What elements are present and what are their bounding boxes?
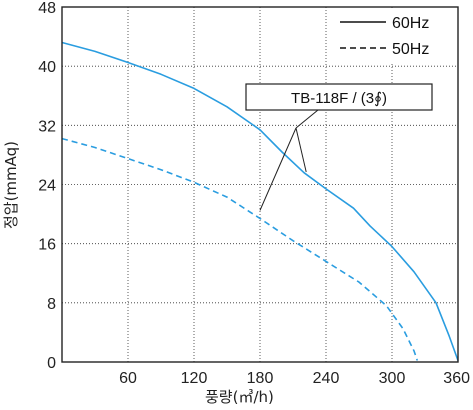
annotation-leader-0: [259, 127, 297, 211]
annotation-leaders: [259, 109, 319, 211]
annotation-label: TB-118F / (3∮): [291, 90, 387, 107]
x-tick-label-360: 360: [443, 370, 470, 387]
y-tick-label-8: 8: [47, 296, 56, 313]
y-tick-label-0: 0: [47, 355, 56, 372]
curves: [61, 41, 459, 361]
x-tick-labels: 60 120 180 240 300 360: [119, 370, 470, 387]
y-tick-label-48: 48: [38, 0, 56, 17]
y-tick-label-24: 24: [38, 178, 56, 195]
y-tick-label-40: 40: [38, 59, 56, 76]
series-line-50hz: [61, 137, 419, 361]
y-tick-label-16: 16: [38, 237, 56, 254]
legend-label-50hz: 50Hz: [392, 41, 429, 58]
legend-label-60hz: 60Hz: [392, 15, 429, 32]
legend: 60Hz 50Hz: [330, 9, 456, 63]
plot-frame: [61, 6, 459, 363]
annotation: TB-118F / (3∮): [245, 83, 433, 211]
x-tick-label-60: 60: [119, 370, 137, 387]
y-tick-label-32: 32: [38, 118, 56, 135]
series-line-60hz: [61, 41, 459, 361]
annotation-leader-stem: [295, 109, 319, 129]
x-tick-label-180: 180: [247, 370, 274, 387]
x-tick-label-120: 120: [181, 370, 208, 387]
x-axis-title: 풍량(㎥/h): [205, 388, 274, 406]
y-axis-title: 정압(mmAq): [2, 141, 20, 229]
legend-background: [330, 9, 456, 63]
annotation-box: [245, 83, 433, 111]
x-tick-label-300: 300: [379, 370, 406, 387]
annotation-leader-1: [295, 127, 307, 173]
y-tick-labels: 0 8 16 24 32 40 48: [38, 0, 56, 372]
x-tick-label-240: 240: [313, 370, 340, 387]
grid: [62, 7, 458, 362]
